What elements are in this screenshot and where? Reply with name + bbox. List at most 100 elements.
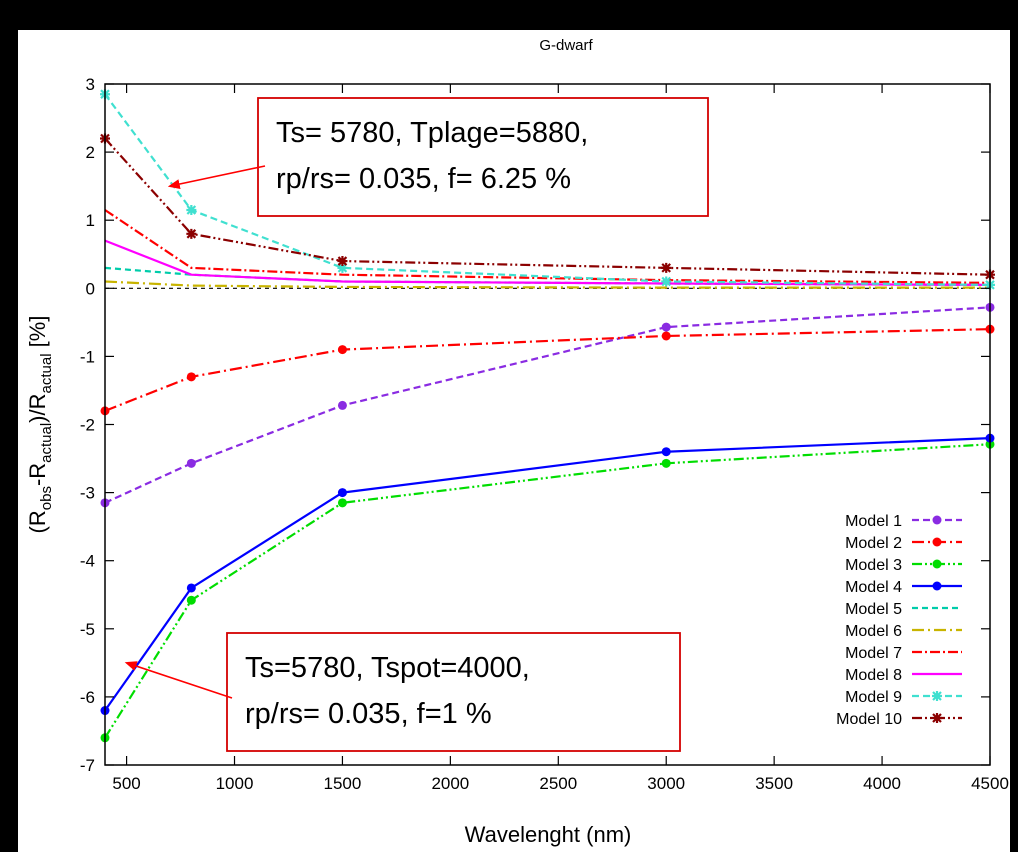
annotation-plage: Ts= 5780, Tplage=5880, rp/rs= 0.035, f= 6… xyxy=(167,97,709,217)
x-tick-label: 3000 xyxy=(647,774,685,793)
series-line-2 xyxy=(104,328,991,412)
y-tick-label: 2 xyxy=(86,143,95,162)
data-point xyxy=(337,345,347,355)
y-tick-label: -1 xyxy=(80,347,95,366)
legend-marker xyxy=(932,515,942,525)
y-axis-title-subscript: actual xyxy=(38,423,55,463)
legend-label: Model 5 xyxy=(845,601,902,618)
series-line-6 xyxy=(104,280,990,289)
legend-entry-6: Model 6 xyxy=(845,623,962,640)
y-tick-label: 1 xyxy=(86,211,95,230)
legend-entry-10: Model 10 xyxy=(836,711,962,728)
data-point xyxy=(661,322,671,332)
y-axis-title-part: -R xyxy=(25,463,50,486)
x-axis-title: Wavelenght (nm) xyxy=(465,822,632,847)
x-tick-label: 3500 xyxy=(755,774,793,793)
legend-entry-3: Model 3 xyxy=(845,557,962,574)
y-axis-title-subscript: obs xyxy=(38,486,55,510)
annotation-arrow xyxy=(167,165,266,189)
data-point xyxy=(661,447,671,457)
series-group xyxy=(100,89,995,743)
data-point xyxy=(337,256,348,267)
legend-label: Model 1 xyxy=(845,513,902,530)
y-axis-title-part: (R xyxy=(25,510,50,533)
y-tick-label: -5 xyxy=(80,620,95,639)
x-tick-label: 1000 xyxy=(216,774,254,793)
data-point xyxy=(337,488,347,498)
legend: Model 1 Model 2 Model 3 Model 4 Model 5 Model… xyxy=(836,513,962,728)
annotation-text: Ts=5780, Tspot=4000, xyxy=(245,652,530,684)
annotation-spot: Ts=5780, Tspot=4000, rp/rs= 0.035, f=1 % xyxy=(124,632,681,752)
series-4 xyxy=(100,433,995,716)
x-tick-label: 500 xyxy=(112,774,140,793)
legend-entry-2: Model 2 xyxy=(845,535,962,552)
annotation-box xyxy=(257,97,709,217)
data-point xyxy=(337,262,348,273)
legend-entry-5: Model 5 xyxy=(845,601,962,618)
series-line-9 xyxy=(104,93,991,286)
y-axis-title-subscript: actual xyxy=(38,353,55,393)
annotation-box xyxy=(226,632,681,752)
x-tick-label: 4000 xyxy=(863,774,901,793)
y-tick-label: -2 xyxy=(80,416,95,435)
legend-label: Model 10 xyxy=(836,711,902,728)
data-point xyxy=(186,372,196,382)
legend-label: Model 3 xyxy=(845,557,902,574)
x-tick-label: 2000 xyxy=(431,774,469,793)
y-axis-title-part: )/R xyxy=(25,393,50,422)
y-tick-label: -7 xyxy=(80,756,95,775)
data-point xyxy=(186,583,196,593)
x-tick-label: 2500 xyxy=(539,774,577,793)
data-point xyxy=(661,331,671,341)
series-1 xyxy=(100,302,995,508)
series-2 xyxy=(100,324,995,416)
legend-label: Model 2 xyxy=(845,535,902,552)
legend-entry-9: Model 9 xyxy=(845,689,962,706)
legend-marker xyxy=(932,537,942,547)
y-axis-title: (Robs-Ractual)/Ractual [%] xyxy=(25,316,55,534)
legend-marker xyxy=(932,559,942,569)
series-line-8 xyxy=(104,239,991,286)
legend-marker xyxy=(932,581,942,591)
annotation-text: rp/rs= 0.035, f= 6.25 % xyxy=(276,163,571,195)
series-7 xyxy=(104,209,991,284)
data-point xyxy=(661,458,671,468)
axes: 500 1000 1500 2000 2500 3000 3500 4000 4500 -7 -6 -… xyxy=(80,75,1009,793)
x-tick-label: 1500 xyxy=(324,774,362,793)
series-line-1 xyxy=(104,306,991,504)
legend-label: Model 8 xyxy=(845,667,902,684)
annotation-text: rp/rs= 0.035, f=1 % xyxy=(245,698,492,730)
legend-marker xyxy=(932,691,942,701)
y-axis-title-group: (Robs-Ractual)/Ractual [%] xyxy=(25,316,55,534)
chart-title: G-dwarf xyxy=(539,37,593,54)
annotation-arrow xyxy=(124,661,233,699)
legend-label: Model 7 xyxy=(845,645,902,662)
legend-label: Model 9 xyxy=(845,689,902,706)
data-point xyxy=(337,498,347,508)
data-point xyxy=(186,458,196,468)
y-tick-label: 0 xyxy=(86,279,95,298)
legend-entry-1: Model 1 xyxy=(845,513,962,530)
series-line-7 xyxy=(104,209,991,284)
data-point xyxy=(661,276,672,287)
annotations: Ts= 5780, Tplage=5880, rp/rs= 0.035, f= 6… xyxy=(124,97,709,752)
y-tick-label: -6 xyxy=(80,688,95,707)
legend-entry-7: Model 7 xyxy=(845,645,962,662)
data-point xyxy=(186,204,197,215)
series-6 xyxy=(104,280,990,289)
data-point xyxy=(337,400,347,410)
legend-label: Model 4 xyxy=(845,579,902,596)
data-point xyxy=(186,595,196,605)
legend-entry-8: Model 8 xyxy=(845,667,962,684)
y-tick-label: -4 xyxy=(80,552,95,571)
y-tick-label: 3 xyxy=(86,75,95,94)
y-tick-label: -3 xyxy=(80,484,95,503)
data-point xyxy=(661,262,672,273)
x-tick-label: 4500 xyxy=(971,774,1009,793)
legend-marker xyxy=(932,713,942,723)
annotation-text: Ts= 5780, Tplage=5880, xyxy=(276,117,588,149)
data-point xyxy=(186,228,197,239)
y-axis-title-part: [%] xyxy=(25,316,50,354)
legend-entry-4: Model 4 xyxy=(845,579,962,596)
